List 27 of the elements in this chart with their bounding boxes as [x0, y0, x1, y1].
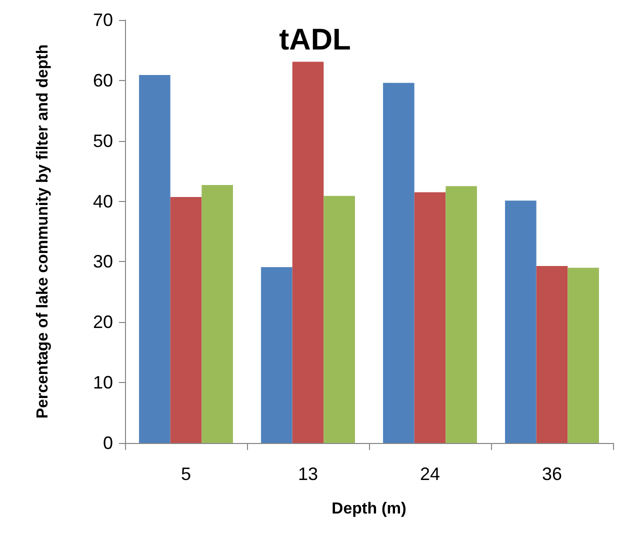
- x-tick-label: 13: [298, 464, 318, 484]
- bar: [292, 62, 324, 443]
- bar: [505, 200, 536, 443]
- bar: [383, 82, 414, 443]
- x-tick-label: 24: [420, 464, 440, 484]
- y-tick-label: 0: [102, 433, 113, 453]
- x-tick-label: 5: [180, 464, 192, 484]
- bar: [170, 197, 202, 443]
- y-tick-label: 60: [92, 70, 113, 90]
- y-tick-label: 30: [92, 252, 113, 272]
- y-tick-label: 40: [92, 191, 113, 212]
- y-tick-label: 70: [92, 10, 113, 30]
- bar: [446, 186, 477, 443]
- y-tick-label: 10: [92, 372, 113, 393]
- y-tick-label: 50: [92, 130, 113, 151]
- bar: [568, 268, 599, 443]
- bar: [536, 266, 568, 443]
- bar: [414, 192, 446, 443]
- bar: [261, 267, 292, 443]
- x-axis-title: Depth (m): [332, 500, 406, 518]
- bar: [139, 74, 170, 443]
- chart-title: tADL: [279, 24, 351, 56]
- y-axis-title: Percentage of lake community by filter and depth: [34, 44, 52, 419]
- bar: [324, 196, 355, 443]
- y-tick-label: 20: [92, 312, 113, 332]
- bar: [202, 184, 233, 443]
- x-tick-label: 36: [542, 464, 562, 484]
